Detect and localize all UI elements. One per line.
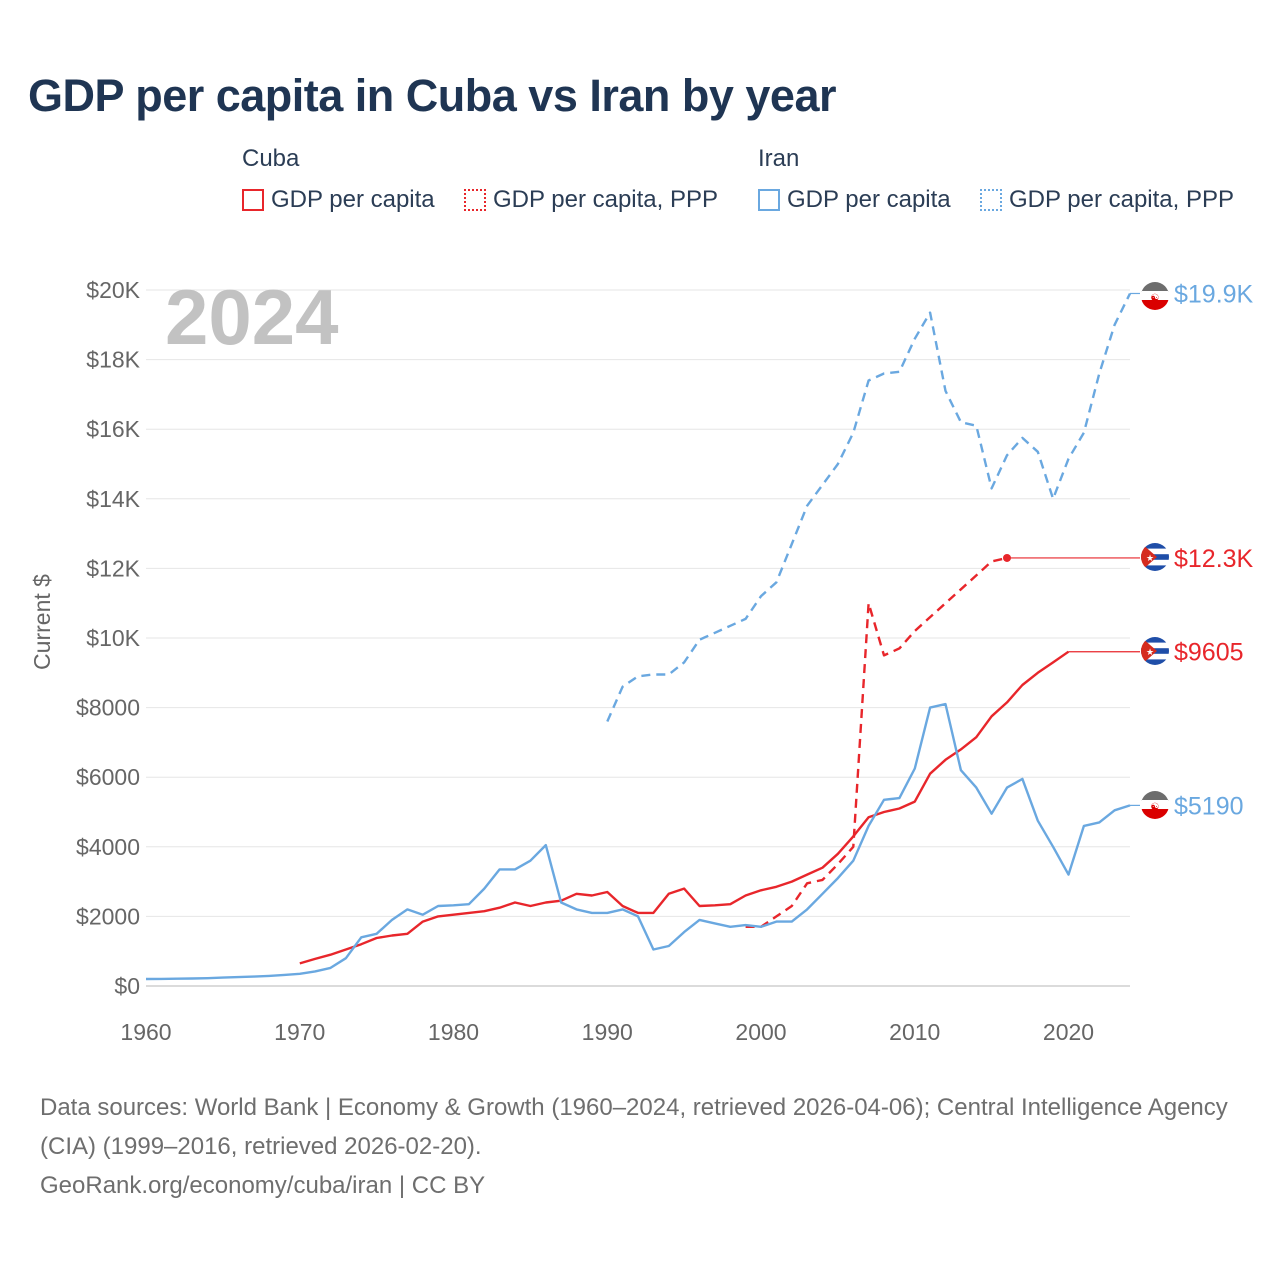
line-chart: 2024 $0 $2000 $4000 $6000 $8000 $10K $12K $14K $… [29,273,1254,1045]
x-tick-label: 2000 [735,1019,786,1045]
iran-flag-icon: ☯ [1141,282,1169,310]
end-point-marker [1003,553,1011,562]
legend-label: GDP per capita, PPP [493,186,718,213]
x-tick-label: 1980 [428,1019,479,1045]
legend-label: GDP per capita, PPP [1009,186,1234,213]
legend-swatch-dotted-red [464,189,486,211]
y-tick-label: $0 [114,973,140,999]
y-tick-label: $2000 [76,903,140,929]
svg-text:☯: ☯ [1151,293,1160,304]
end-value-label: $19.9K [1174,280,1254,308]
data-sources: Data sources: World Bank | Economy & Gro… [40,1094,1228,1160]
y-axis-label: Current $ [29,574,55,670]
legend-swatch-dotted-blue [980,189,1002,211]
legend-label: GDP per capita [271,186,435,213]
legend-swatch-solid-blue [758,189,780,211]
legend-item-cuba-gdp-ppp[interactable]: GDP per capita, PPP [464,186,718,214]
x-tick-label: 2010 [889,1019,940,1045]
cuba-flag-icon: ★ [1141,543,1169,571]
end-value-label: $9605 [1174,639,1244,667]
svg-text:☯: ☯ [1151,802,1160,813]
legend-item-cuba-gdp[interactable]: GDP per capita [242,186,435,214]
y-tick-label: $16K [86,416,140,442]
series-line-2 [145,702,1131,981]
series-line-1 [745,556,1008,928]
legend-label: GDP per capita [787,186,951,213]
y-tick-label: $20K [86,277,140,303]
cuba-flag-icon: ★ [1141,637,1169,665]
attribution-link[interactable]: GeoRank.org/economy/cuba/iran | CC BY [40,1172,486,1199]
series-line-0 [299,650,1070,965]
end-value-label: $5190 [1174,792,1244,820]
end-value-label: $12.3K [1174,545,1254,573]
series-line-3 [606,292,1132,722]
y-tick-label: $8000 [76,695,140,721]
legend-item-iran-gdp-ppp[interactable]: GDP per capita, PPP [980,186,1234,214]
y-tick-label: $4000 [76,834,140,860]
legend-item-iran-gdp[interactable]: GDP per capita [758,186,951,214]
svg-text:★: ★ [1146,553,1154,563]
x-tick-label: 1960 [120,1019,171,1045]
y-tick-label: $12K [86,555,140,581]
y-tick-label: $14K [86,486,140,512]
x-tick-label: 1970 [274,1019,325,1045]
y-tick-label: $10K [86,625,140,651]
x-tick-label: 1990 [582,1019,633,1045]
year-overlay: 2024 [165,273,339,361]
x-tick-label: 2020 [1043,1019,1094,1045]
footer: Data sources: World Bank | Economy & Gro… [40,1088,1240,1205]
legend-swatch-solid-red [242,189,264,211]
legend-group-cuba: Cuba [242,145,300,172]
y-tick-label: $18K [86,347,140,373]
y-tick-label: $6000 [76,764,140,790]
svg-text:★: ★ [1146,647,1154,657]
legend-group-iran: Iran [758,145,800,172]
chart-title: GDP per capita in Cuba vs Iran by year [28,70,837,121]
iran-flag-icon: ☯ [1141,791,1169,819]
